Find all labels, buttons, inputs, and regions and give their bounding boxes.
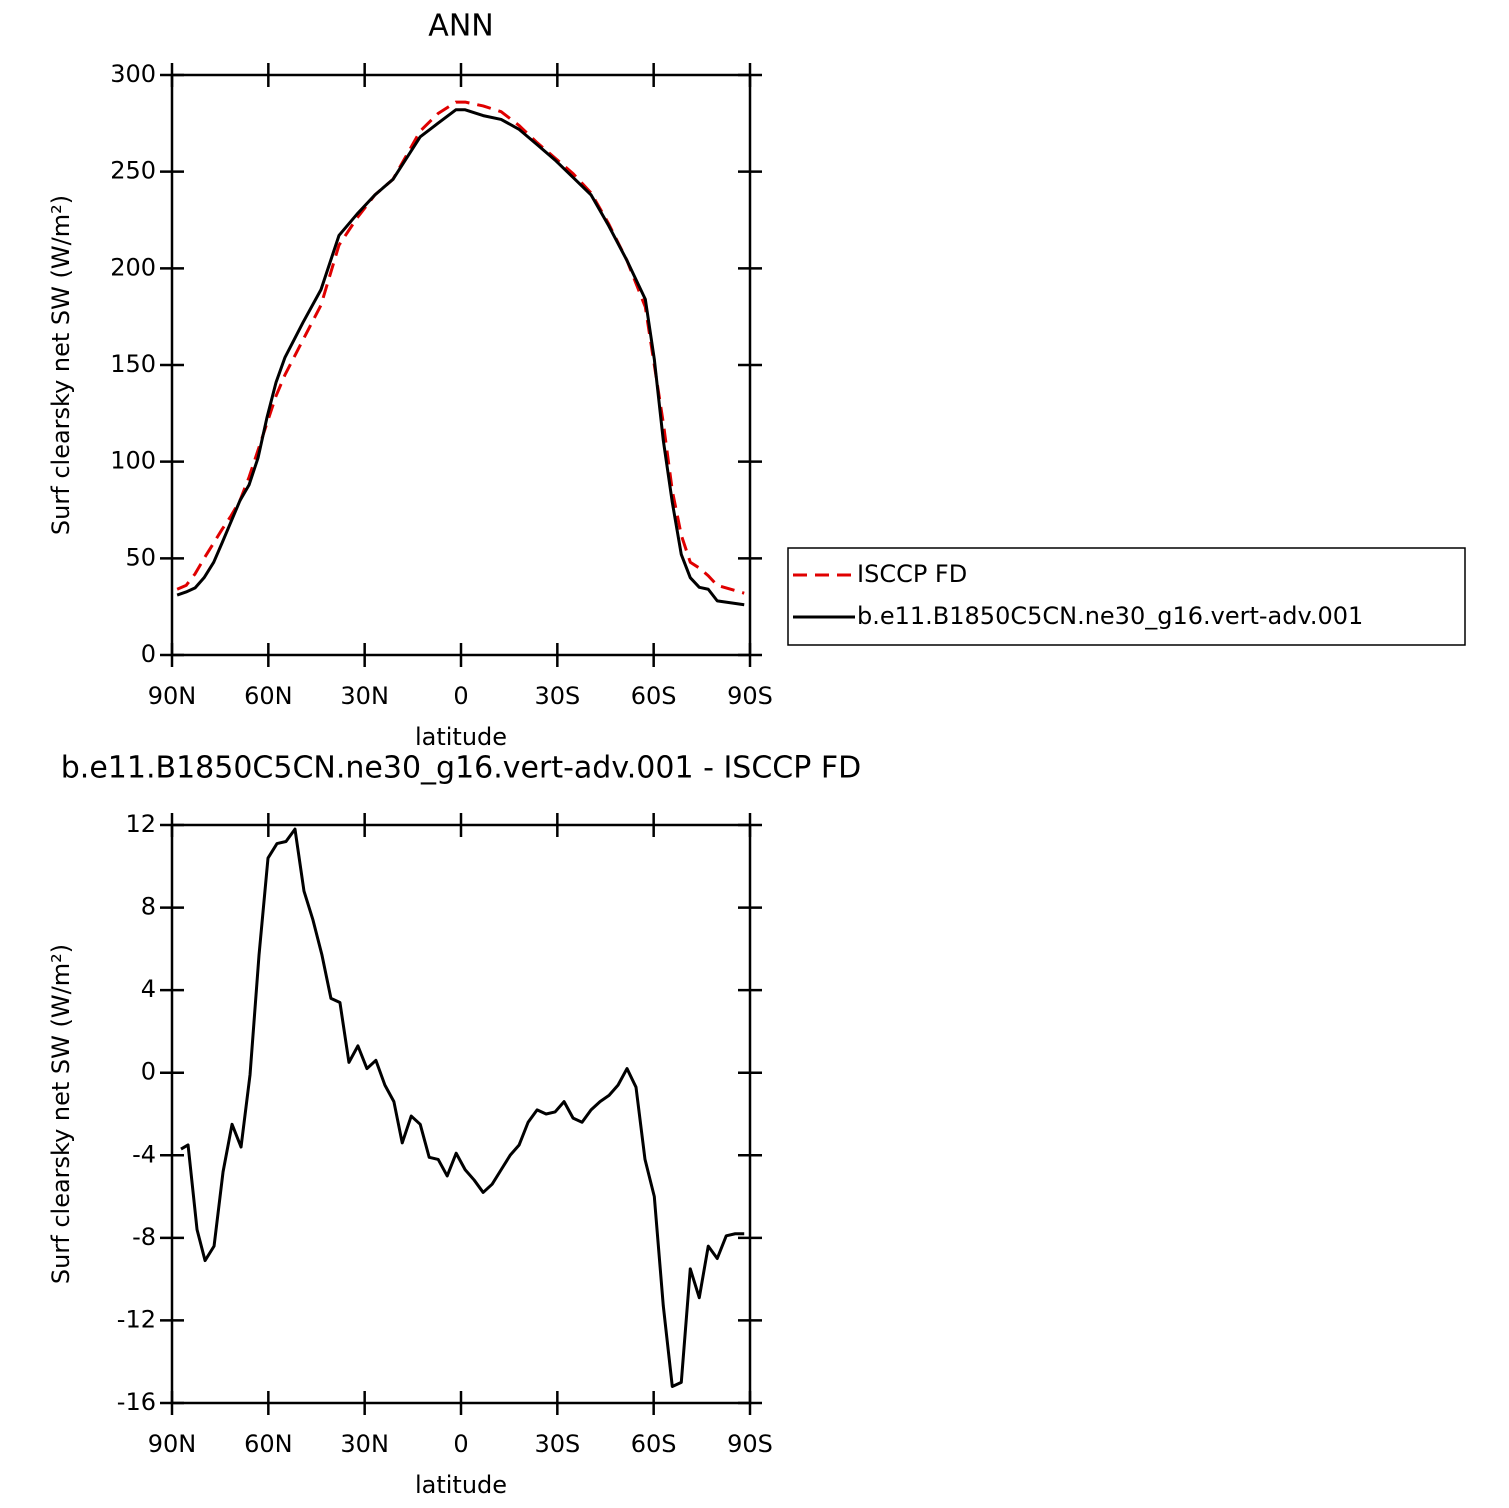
x-tick-label: 90N bbox=[148, 682, 197, 710]
y-tick-label: -4 bbox=[132, 1140, 156, 1168]
x-axis-label: latitude bbox=[415, 1471, 507, 1499]
y-tick-label: 4 bbox=[141, 975, 156, 1003]
legend-box bbox=[787, 547, 1466, 646]
y-tick-label: -8 bbox=[132, 1223, 156, 1251]
chart-title: b.e11.B1850C5CN.ne30_g16.vert-adv.001 - … bbox=[61, 751, 861, 786]
y-tick-label: 0 bbox=[141, 1058, 156, 1086]
x-tick-label: 60N bbox=[244, 1430, 293, 1458]
data-line bbox=[180, 827, 745, 1388]
legend-label: b.e11.B1850C5CN.ne30_g16.vert-adv.001 bbox=[857, 602, 1363, 630]
x-tick-label: 90S bbox=[727, 682, 773, 710]
y-tick-label: 50 bbox=[125, 543, 156, 571]
y-tick-label: 12 bbox=[125, 810, 156, 838]
data-line bbox=[176, 100, 745, 595]
plot-frame bbox=[170, 823, 752, 1405]
y-tick-label: 8 bbox=[141, 893, 156, 921]
x-axis-label: latitude bbox=[415, 723, 507, 751]
x-tick-label: 30N bbox=[340, 1430, 389, 1458]
data-line bbox=[176, 108, 745, 607]
x-tick-label: 90N bbox=[148, 1430, 197, 1458]
x-tick-label: 60N bbox=[244, 682, 293, 710]
y-tick-label: 200 bbox=[110, 253, 156, 281]
x-tick-label: 30S bbox=[534, 1430, 580, 1458]
y-axis-label: Surf clearsky net SW (W/m²) bbox=[47, 195, 75, 535]
y-tick-label: 250 bbox=[110, 157, 156, 185]
y-axis-label: Surf clearsky net SW (W/m²) bbox=[47, 944, 75, 1284]
x-tick-label: 60S bbox=[631, 682, 677, 710]
x-tick-label: 30N bbox=[340, 682, 389, 710]
chart-title: ANN bbox=[428, 9, 493, 44]
y-tick-label: -12 bbox=[117, 1305, 156, 1333]
y-tick-label: 150 bbox=[110, 350, 156, 378]
x-tick-label: 90S bbox=[727, 1430, 773, 1458]
y-tick-label: 300 bbox=[110, 60, 156, 88]
legend-label: ISCCP FD bbox=[857, 560, 967, 588]
x-tick-label: 60S bbox=[631, 1430, 677, 1458]
plot-frame bbox=[170, 73, 752, 657]
y-tick-label: 0 bbox=[141, 640, 156, 668]
x-tick-label: 30S bbox=[534, 682, 580, 710]
x-tick-label: 0 bbox=[453, 1430, 468, 1458]
y-tick-label: 100 bbox=[110, 447, 156, 475]
x-tick-label: 0 bbox=[453, 682, 468, 710]
y-tick-label: -16 bbox=[117, 1388, 156, 1416]
